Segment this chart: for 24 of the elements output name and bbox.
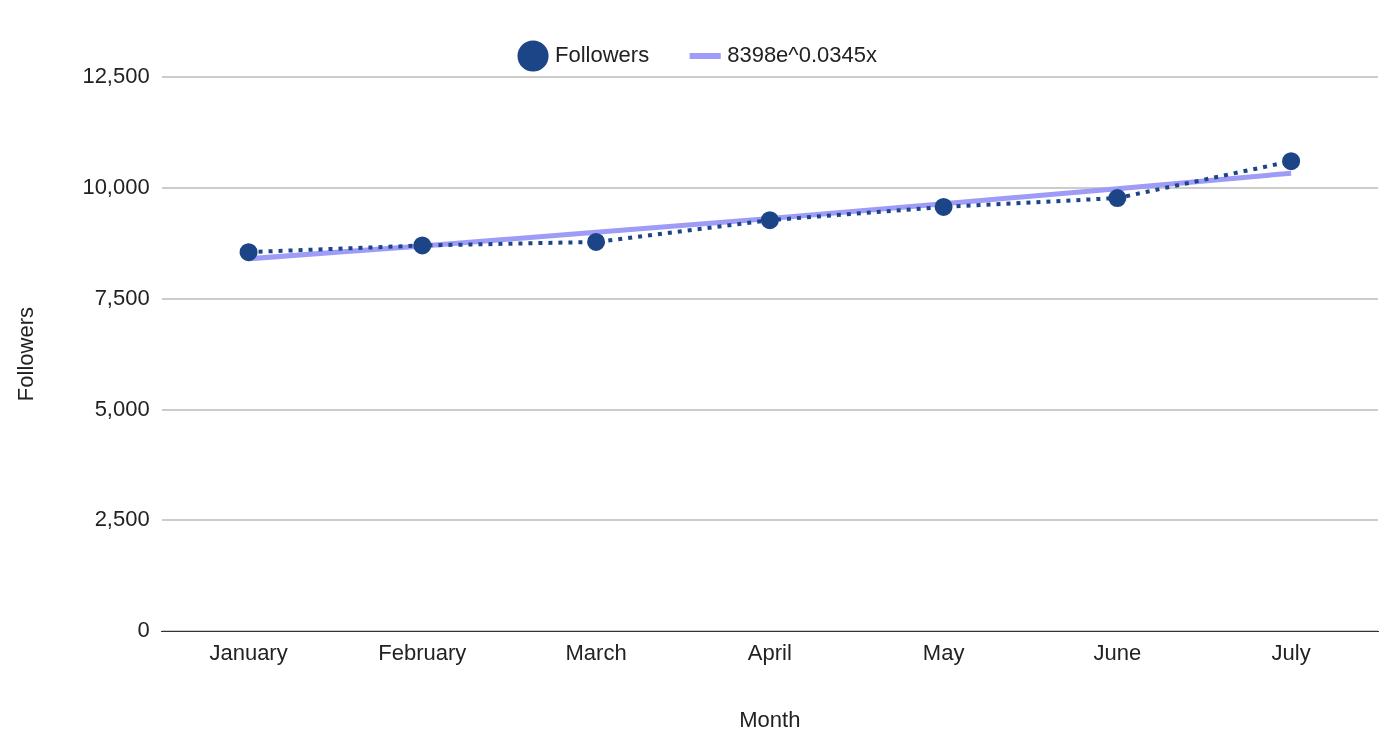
y-tick-label: 2,500	[94, 506, 150, 532]
y-tick-label: 0	[137, 617, 150, 643]
y-tick-label: 12,500	[82, 63, 150, 89]
y-tick-label: 7,500	[94, 284, 150, 310]
x-axis-title: Month	[739, 706, 801, 732]
x-tick-label: June	[1093, 640, 1142, 666]
y-tick-label: 10,000	[82, 173, 150, 199]
x-tick-label: January	[209, 640, 288, 666]
y-axis-title: Followers	[13, 307, 39, 402]
x-tick-label: March	[565, 640, 627, 666]
x-tick-label: April	[747, 640, 792, 666]
x-tick-label: July	[1271, 640, 1311, 666]
x-tick-label: May	[922, 640, 965, 666]
point	[1108, 189, 1127, 208]
legend-label: 8398e^0.0345x	[727, 42, 877, 68]
point	[239, 243, 258, 262]
y-tick-label: 5,000	[94, 395, 150, 421]
point	[1282, 152, 1301, 171]
x-tick-label: February	[378, 640, 467, 666]
point	[413, 236, 432, 255]
point	[587, 232, 606, 251]
legend-label: Followers	[555, 42, 650, 68]
point	[760, 211, 779, 230]
point	[934, 197, 953, 216]
